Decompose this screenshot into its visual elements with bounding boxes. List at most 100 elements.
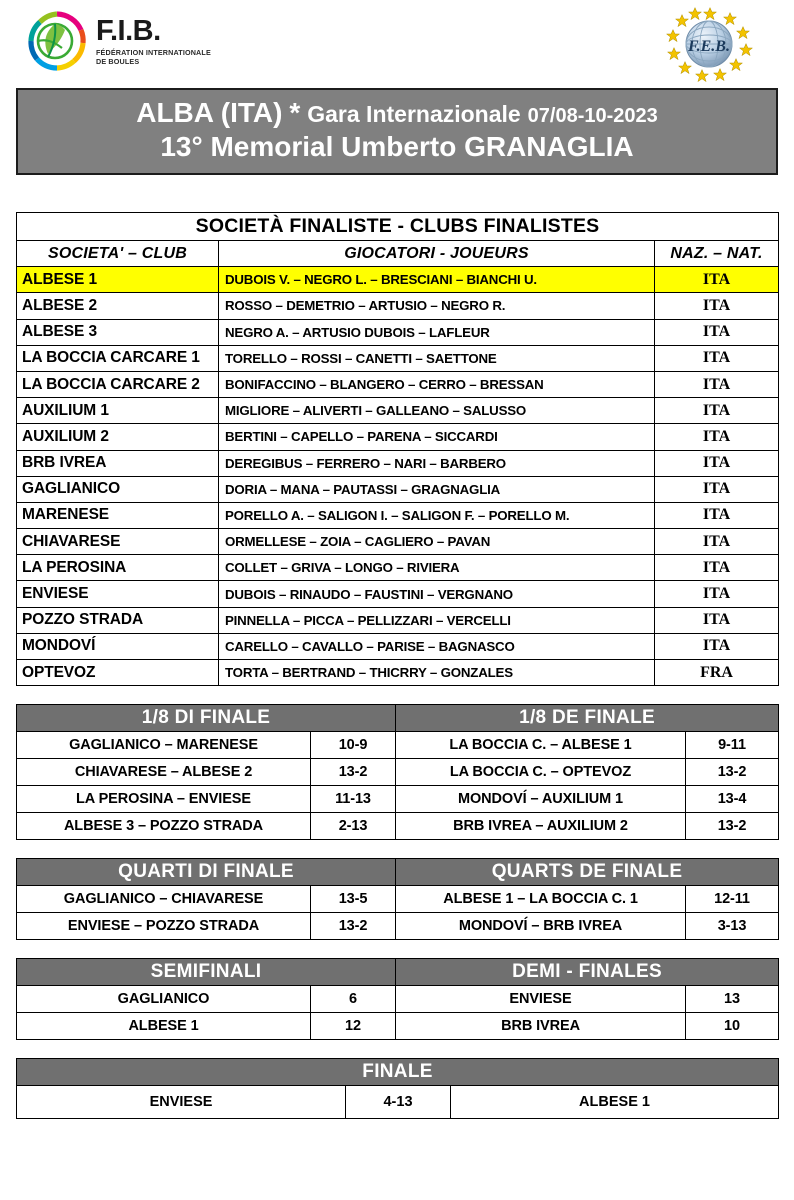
score-left: 11-13 [309,785,397,814]
match-left: GAGLIANICO – CHIAVARESE [16,885,311,914]
club-name: CHIAVARESE [16,528,219,556]
club-nation: ITA [653,475,780,503]
table-row: ALBESE 3 – POZZO STRADA 2-13 BRB IVREA –… [16,812,780,841]
score-left: 13-2 [309,758,397,787]
club-nation: ITA [653,554,780,582]
match-right: LA BOCCIA C. – ALBESE 1 [395,731,687,760]
score-right: 9-11 [685,731,780,760]
fib-subtitle-line-1: FÉDÉRATION INTERNATIONALE [96,47,211,57]
event-title-banner: ALBA (ITA) * Gara Internazionale 07/08-1… [16,88,778,176]
final-team-right: ALBESE 1 [449,1085,780,1120]
fib-logo: F.I.B. FÉDÉRATION INTERNATIONALE DE BOUL… [26,10,211,72]
event-city: ALBA (ITA) [136,97,283,128]
clubs-table-title: SOCIETÀ FINALISTE - CLUBS FINALISTES [15,212,780,242]
club-nation: ITA [653,318,780,346]
club-players: TORTA – BERTRAND – THICRRY – GONZALES [218,658,655,687]
event-dates: 07/08-10-2023 [527,105,658,127]
round-of-16-header-it: 1/8 DI FINALE [15,704,397,733]
clubs-table-header-row: SOCIETA' – CLUB GIOCATORI - JOUEURS NAZ.… [16,240,780,268]
score-left: 13-2 [309,912,397,941]
score-left: 10-9 [309,731,397,760]
table-row: CHIAVARESE – ALBESE 2 13-2 LA BOCCIA C. … [16,758,780,787]
club-name: POZZO STRADA [16,606,219,634]
event-name: 13° Memorial Umberto GRANAGLIA [160,131,634,163]
score-left: 6 [309,985,397,1014]
table-row: LA PEROSINA – ENVIESE 11-13 MONDOVÍ – AU… [16,785,780,814]
round-of-16-header-fr: 1/8 DE FINALE [395,704,780,733]
final-section: FINALE ENVIESE 4-13 ALBESE 1 [0,1058,794,1120]
club-nation: ITA [653,501,780,530]
club-nation: ITA [653,370,780,399]
score-left: 13-5 [309,885,397,914]
match-right: LA BOCCIA C. – OPTEVOZ [395,758,687,787]
score-right: 13 [685,985,780,1014]
match-right: MONDOVÍ – AUXILIUM 1 [395,785,687,814]
club-name: AUXILIUM 1 [16,397,219,425]
fib-subtitle-line-2: DE BOULES [96,56,140,66]
match-right: ALBESE 1 – LA BOCCIA C. 1 [395,885,687,914]
club-players: BONIFACCINO – BLANGERO – CERRO – BRESSAN [218,370,655,399]
final-table: FINALE ENVIESE 4-13 ALBESE 1 [15,1058,780,1120]
final-header: FINALE [15,1058,780,1087]
club-players: CARELLO – CAVALLO – PARISE – BAGNASCO [218,632,655,661]
club-players: BERTINI – CAPELLO – PARENA – SICCARDI [218,423,655,451]
club-players: PINNELLA – PICCA – PELLIZZARI – VERCELLI [218,606,655,634]
club-name: ALBESE 1 [16,266,219,294]
title-separator: * [289,97,301,128]
club-players: DUBOIS V. – NEGRO L. – BRESCIANI – BIANC… [218,266,655,294]
semi-finals-table: SEMIFINALI DEMI - FINALES GAGLIANICO 6 E… [15,958,780,1041]
match-left: ENVIESE – POZZO STRADA [16,912,311,941]
quarter-finals-table: QUARTI DI FINALE QUARTS DE FINALE GAGLIA… [15,858,780,941]
club-players: DORIA – MANA – PAUTASSI – GRAGNAGLIA [218,475,655,503]
event-type: Gara Internazionale [307,101,521,127]
semi-finals-header-row: SEMIFINALI DEMI - FINALES [15,958,780,987]
table-row: ENVIESE 4-13 ALBESE 1 [16,1085,780,1120]
club-name: LA BOCCIA CARCARE 2 [16,370,219,399]
table-row: OPTEVOZ TORTA – BERTRAND – THICRRY – GON… [16,658,780,687]
table-row: ENVIESE – POZZO STRADA 13-2 MONDOVÍ – BR… [16,912,780,941]
feb-emblem-icon: F.E.B. [665,6,754,83]
club-nation: ITA [653,606,780,634]
table-row: BRB IVREA DEREGIBUS – FERRERO – NARI – B… [16,449,780,477]
final-header-row: FINALE [15,1058,780,1087]
club-nation: ITA [653,423,780,451]
team-left: GAGLIANICO [16,985,311,1014]
match-left: CHIAVARESE – ALBESE 2 [16,758,311,787]
table-row: ALBESE 1 12 BRB IVREA 10 [16,1012,780,1041]
club-name: LA PEROSINA [16,554,219,582]
round-of-16-table: 1/8 DI FINALE 1/8 DE FINALE GAGLIANICO –… [15,704,780,841]
team-right: BRB IVREA [395,1012,687,1041]
table-row: GAGLIANICO – MARENESE 10-9 LA BOCCIA C. … [16,731,780,760]
clubs-section: SOCIETÀ FINALISTE - CLUBS FINALISTES SOC… [0,212,794,687]
feb-logo: F.E.B. [662,6,758,84]
club-nation: ITA [653,397,780,425]
team-left: ALBESE 1 [16,1012,311,1041]
score-right: 13-2 [685,758,780,787]
club-players: DUBOIS – RINAUDO – FAUSTINI – VERGNANO [218,580,655,608]
club-name: OPTEVOZ [16,658,219,687]
table-row: POZZO STRADA PINNELLA – PICCA – PELLIZZA… [16,606,780,634]
semi-finals-header-it: SEMIFINALI [15,958,397,987]
table-row: ALBESE 2 ROSSO – DEMETRIO – ARTUSIO – NE… [16,292,780,320]
table-row: ALBESE 3 NEGRO A. – ARTUSIO DUBOIS – LAF… [16,318,780,346]
match-left: ALBESE 3 – POZZO STRADA [16,812,311,841]
match-right: MONDOVÍ – BRB IVREA [395,912,687,941]
final-team-left: ENVIESE [16,1085,346,1120]
club-name: AUXILIUM 2 [16,423,219,451]
table-row: MARENESE PORELLO A. – SALIGON I. – SALIG… [16,501,780,530]
fib-abbreviation: F.I.B. [96,15,161,47]
column-header-nation: NAZ. – NAT. [653,240,780,268]
score-right: 13-2 [685,812,780,841]
club-name: MONDOVÍ [16,632,219,661]
score-left: 2-13 [309,812,397,841]
score-right: 10 [685,1012,780,1041]
club-players: COLLET – GRIVA – LONGO – RIVIERA [218,554,655,582]
score-right: 13-4 [685,785,780,814]
score-right: 3-13 [685,912,780,941]
match-left: LA PEROSINA – ENVIESE [16,785,311,814]
club-nation: ITA [653,580,780,608]
quarter-finals-header-fr: QUARTS DE FINALE [395,858,780,887]
club-players: TORELLO – ROSSI – CANETTI – SAETTONE [218,344,655,372]
club-players: DEREGIBUS – FERRERO – NARI – BARBERO [218,449,655,477]
